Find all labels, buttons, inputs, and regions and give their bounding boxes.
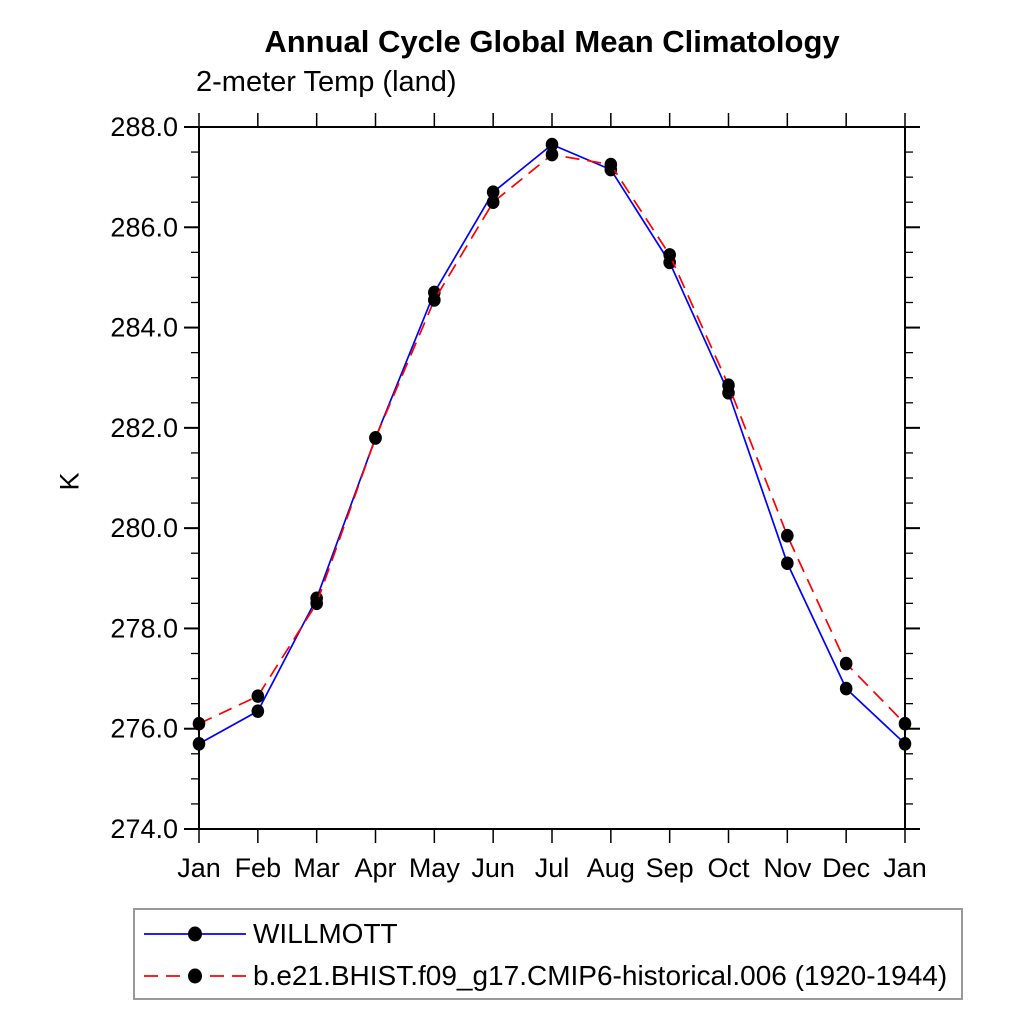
x-tick-label: Nov (763, 853, 812, 883)
y-tick-label: 280.0 (110, 513, 178, 543)
x-tick-label: Apr (354, 853, 396, 883)
x-tick-label: Feb (235, 853, 282, 883)
legend-line-sample-dashed (144, 968, 246, 984)
series-line-1 (198, 153, 906, 725)
legend: WILLMOTT b.e21.BHIST.f09_g17.CMIP6-histo… (133, 908, 963, 1000)
data-point-marker (722, 378, 735, 393)
y-tick-label: 284.0 (110, 313, 178, 343)
x-tick-label: Dec (822, 853, 870, 883)
x-tick-label: Jan (883, 853, 927, 883)
chart-title: Annual Cycle Global Mean Climatology (264, 24, 840, 59)
x-tick-label: Mar (293, 853, 340, 883)
data-point-marker (898, 736, 912, 751)
y-tick-label: 282.0 (110, 413, 178, 443)
y-tick-label: 274.0 (110, 814, 178, 844)
data-point-marker (486, 195, 500, 210)
y-tick-label: 276.0 (110, 714, 178, 744)
data-point-marker (251, 689, 265, 703)
data-point-marker (604, 157, 618, 172)
legend-line-sample-solid (144, 926, 246, 942)
legend-item-willmott: WILLMOTT (135, 913, 961, 955)
data-point-marker (545, 147, 559, 162)
series-line-0 (198, 143, 906, 745)
data-point-marker (192, 736, 206, 751)
legend-label-model: b.e21.BHIST.f09_g17.CMIP6-historical.006… (253, 960, 948, 991)
chart-subtitle: 2-meter Temp (land) (196, 66, 457, 98)
legend-sample-marker (188, 968, 202, 984)
y-tick-label: 278.0 (110, 613, 178, 643)
data-point-marker (839, 681, 853, 696)
data-point-marker (486, 185, 500, 199)
x-tick-label: May (409, 853, 461, 883)
legend-item-model: b.e21.BHIST.f09_g17.CMIP6-historical.006… (135, 955, 961, 997)
x-tick-label: Jul (535, 853, 570, 883)
data-point-marker (781, 528, 794, 543)
data-point-marker (369, 431, 382, 445)
data-point-marker (251, 704, 265, 718)
legend-sample-marker (188, 926, 202, 942)
data-point-marker (663, 248, 676, 262)
data-point-marker (781, 556, 794, 571)
x-tick-label: Sep (646, 853, 694, 883)
data-point-marker (898, 716, 912, 731)
data-point-marker (545, 137, 559, 152)
y-tick-label: 286.0 (110, 212, 178, 242)
x-tick-label: Jan (177, 853, 221, 883)
data-point-marker (192, 716, 206, 731)
y-tick-label: 288.0 (110, 112, 178, 142)
data-point-marker (310, 596, 323, 611)
x-tick-label: Aug (587, 853, 635, 883)
x-tick-label: Oct (707, 853, 750, 883)
plot-frame (198, 126, 906, 830)
x-tick-label: Jun (471, 853, 515, 883)
legend-label-willmott: WILLMOTT (253, 918, 398, 949)
data-point-marker (428, 293, 441, 307)
data-point-marker (839, 656, 853, 671)
